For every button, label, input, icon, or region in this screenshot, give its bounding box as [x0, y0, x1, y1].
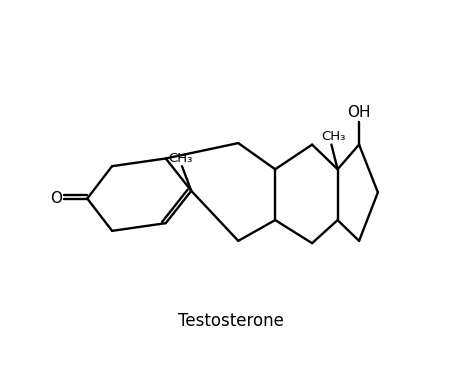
Text: Testosterone: Testosterone: [178, 312, 284, 331]
Text: CH₃: CH₃: [168, 152, 193, 165]
Text: CH₃: CH₃: [321, 130, 345, 143]
Text: OH: OH: [347, 105, 371, 120]
Text: O: O: [50, 191, 62, 206]
